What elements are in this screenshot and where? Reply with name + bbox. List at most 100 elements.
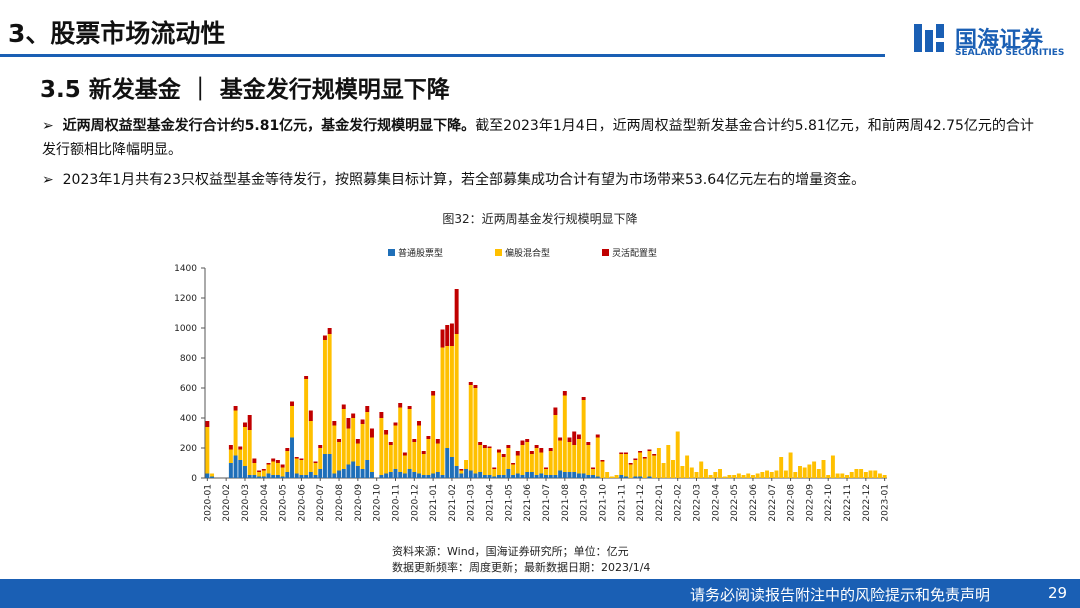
page-number: 29 — [1048, 584, 1068, 602]
bar-segment — [581, 400, 586, 474]
x-tick-label: 2021-08 — [561, 484, 571, 522]
y-tick-label: 1000 — [174, 324, 197, 334]
bar-segment — [238, 460, 243, 478]
bar-segment — [779, 457, 784, 478]
bar-segment — [619, 454, 624, 475]
bar-segment — [369, 437, 374, 472]
legend-label: 偏股混合型 — [505, 247, 550, 259]
bar-segment — [548, 448, 553, 451]
bar-segment — [638, 452, 643, 477]
bar-segment — [586, 442, 591, 445]
bar-segment — [365, 460, 370, 478]
bar-segment — [741, 475, 746, 478]
bar-segment — [266, 473, 271, 478]
bar-segment — [435, 443, 440, 472]
bar-segment — [351, 413, 356, 418]
bar-segment — [304, 379, 309, 475]
bar-segment — [642, 457, 647, 459]
bar-segment — [591, 469, 596, 475]
bar-segment — [280, 476, 285, 478]
bar-segment — [544, 467, 548, 469]
bar-segment — [572, 431, 577, 445]
bar-segment — [718, 469, 723, 478]
bar-segment — [431, 391, 436, 396]
bar-segment — [238, 449, 243, 460]
bar-segment — [459, 470, 464, 474]
bar-segment — [341, 409, 346, 469]
bar-segment — [412, 472, 417, 478]
bar-segment — [534, 445, 539, 448]
bar-segment — [558, 470, 563, 478]
bar-segment — [308, 421, 313, 472]
bar-segment — [421, 475, 426, 478]
subtitle: 3.5 新发基金 ｜ 基金发行规模明显下降 — [40, 77, 450, 103]
bar-segment — [802, 467, 807, 478]
bar-segment — [595, 434, 600, 438]
bar-segment — [271, 475, 276, 478]
bar-segment — [304, 376, 309, 379]
bar-segment — [826, 475, 831, 478]
legend-swatch — [388, 249, 395, 256]
bar-segment — [520, 440, 525, 445]
bar-segment — [732, 475, 737, 478]
x-tick-label: 2020-06 — [297, 484, 307, 522]
y-tick-label: 1200 — [174, 294, 197, 304]
bar-segment — [257, 476, 262, 478]
bar-segment — [464, 469, 469, 478]
bar-segment — [473, 473, 478, 478]
bar-segment — [468, 385, 473, 471]
bar-segment — [854, 469, 859, 478]
bar-segment — [407, 409, 412, 469]
bar-segment — [652, 455, 657, 478]
bar-segment — [581, 397, 586, 400]
bar-segment — [205, 427, 210, 474]
x-tick-label: 2021-12 — [636, 484, 646, 522]
bar-segment — [445, 448, 450, 478]
bar-segment — [623, 454, 628, 477]
bar-segment — [205, 421, 210, 427]
bar-segment — [308, 472, 313, 478]
bar-segment — [210, 473, 215, 477]
bar-segment — [285, 451, 290, 472]
bar-segment — [586, 475, 591, 478]
bar-segment — [379, 418, 384, 475]
bar-segment — [407, 469, 412, 478]
bar-segment — [623, 476, 628, 478]
bar-segment — [445, 346, 450, 448]
bar-segment — [656, 448, 661, 478]
bar-segment — [431, 473, 436, 478]
bar-segment — [548, 451, 553, 475]
x-tick-label: 2021-06 — [523, 484, 533, 522]
bar-segment — [421, 451, 426, 454]
bar-segment — [647, 451, 652, 477]
bar-segment — [821, 460, 826, 478]
bar-segment — [332, 425, 337, 474]
bar-segment — [421, 454, 426, 475]
bar-segment — [365, 412, 370, 460]
bullet-bold: 近两周权益型基金发行合计约5.81亿元，基金发行规模明显下降。 — [62, 118, 476, 134]
bar-segment — [332, 421, 337, 426]
bar-segment — [581, 473, 586, 478]
x-tick-label: 2022-08 — [787, 484, 797, 522]
bar-segment — [440, 347, 445, 475]
bar-segment — [449, 346, 454, 457]
section-title: 3、股票市场流动性 — [8, 19, 226, 48]
legend-swatch — [602, 249, 609, 256]
bar-segment — [318, 448, 323, 469]
bar-segment — [774, 470, 779, 478]
bar-segment — [388, 442, 393, 445]
bar-segment — [736, 473, 741, 478]
bar-segment — [882, 475, 887, 478]
bar-segment — [205, 473, 210, 478]
x-tick-label: 2020-03 — [241, 484, 251, 522]
bar-segment — [859, 469, 864, 478]
y-tick-label: 200 — [180, 444, 197, 454]
bar-segment — [412, 439, 417, 442]
bar-segment — [365, 406, 370, 412]
x-tick-label: 2022-07 — [768, 484, 778, 522]
bar-segment — [313, 461, 318, 463]
bar-segment — [506, 469, 511, 478]
x-tick-label: 2022-04 — [711, 484, 721, 522]
legend-label: 普通股票型 — [398, 247, 443, 259]
bar-segment — [299, 460, 304, 475]
